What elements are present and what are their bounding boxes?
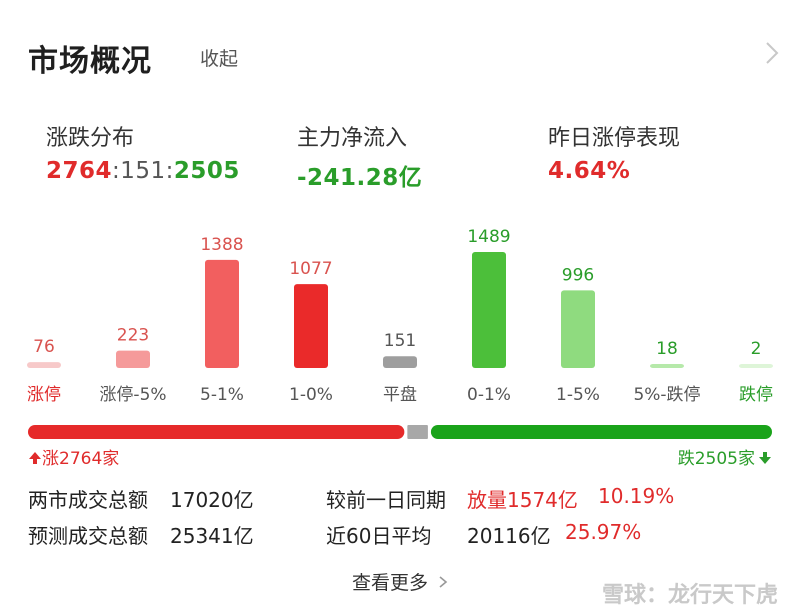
bar-4 [383, 356, 417, 368]
total-turnover-value: 17020亿 [170, 488, 254, 512]
bar-0 [27, 362, 61, 368]
arrow-up-icon [29, 452, 41, 464]
volume-change: 放量1574亿 [467, 488, 578, 512]
yesterday-limit-up-label: 昨日涨停表现 [548, 126, 681, 151]
bar-value-label-3: 1077 [289, 259, 332, 279]
breadth-down-segment [430, 425, 772, 439]
avg60-percent: 25.97% [565, 520, 642, 544]
bar-category-label-4: 平盘 [383, 385, 417, 405]
up-count: 2764 [46, 158, 113, 184]
forecast-turnover-value: 25341亿 [170, 524, 254, 548]
bar-value-label-5: 1489 [467, 227, 510, 247]
bar-category-label-1: 涨停-5% [99, 385, 166, 405]
chevron-right-icon[interactable] [764, 40, 780, 66]
bar-value-label-8: 2 [751, 339, 762, 359]
bar-category-label-5: 0-1% [467, 385, 511, 405]
forecast-turnover-label: 预测成交总额 [28, 524, 148, 548]
arrow-down-icon [759, 452, 771, 464]
flat-count: 151 [120, 158, 166, 184]
up-stocks-label: 涨2764家 [28, 444, 119, 469]
total-turnover-label: 两市成交总额 [28, 488, 148, 512]
avg60-value: 20116亿 [467, 524, 551, 548]
page-title: 市场概况 [28, 44, 152, 79]
down-stocks-label: 跌2505家 [678, 444, 772, 469]
yesterday-limit-up-value: 4.64% [548, 158, 631, 184]
down-stocks-text: 跌2505家 [677, 449, 755, 469]
bar-8 [739, 364, 773, 368]
main-net-inflow-value: -241.28亿 [297, 165, 423, 191]
updown-distribution-value: 2764:151:2505 [46, 158, 240, 184]
bar-5 [472, 252, 506, 368]
bar-1 [116, 350, 150, 368]
down-count: 2505 [173, 158, 240, 184]
bar-value-label-7: 18 [656, 339, 678, 359]
volume-change-percent: 10.19% [598, 484, 675, 508]
bar-7 [650, 364, 684, 368]
bar-2 [205, 259, 239, 368]
bar-category-label-8: 跌停 [739, 385, 773, 405]
bar-value-label-6: 996 [562, 265, 594, 285]
updown-distribution-label: 涨跌分布 [46, 126, 135, 151]
breadth-up-segment [28, 425, 405, 439]
bar-3 [294, 284, 328, 368]
summary-row-turnover: 两市成交总额 17020亿 较前一日同期 放量1574亿 10.19% [0, 484, 800, 512]
watermark: 雪球：龙行天下虎 [601, 583, 778, 608]
chevron-right-icon [439, 576, 448, 588]
bar-value-label-4: 151 [384, 331, 416, 351]
bar-value-label-0: 76 [33, 337, 55, 357]
bar-6 [561, 290, 595, 368]
view-more-label: 查看更多 [351, 572, 428, 594]
breadth-flat-segment [407, 425, 428, 439]
separator: : [112, 158, 121, 184]
bar-category-label-2: 5-1% [200, 385, 244, 405]
separator: : [165, 158, 174, 184]
bar-value-label-2: 1388 [200, 235, 243, 255]
bar-category-label-7: 5%-跌停 [633, 385, 700, 405]
summary-row-forecast: 预测成交总额 25341亿 近60日平均 20116亿 25.97% [0, 520, 800, 548]
bar-category-label-6: 1-5% [556, 385, 600, 405]
main-net-inflow-label: 主力净流入 [297, 126, 408, 151]
view-more-button[interactable]: 查看更多 [0, 568, 800, 595]
compare-label: 较前一日同期 [326, 488, 446, 512]
bar-category-label-3: 1-0% [289, 385, 333, 405]
collapse-button[interactable]: 收起 [200, 48, 239, 70]
market-breadth-bar [28, 425, 772, 439]
avg60-label: 近60日平均 [326, 524, 432, 548]
distribution-bar-chart: 76 涨停 223 涨停-5% 1388 5-1% 1077 1-0% 151 平盘 1489 0-1… [27, 227, 773, 405]
bar-value-label-1: 223 [117, 326, 149, 346]
bar-category-label-0: 涨停 [27, 385, 61, 405]
up-stocks-text: 涨2764家 [42, 449, 120, 469]
